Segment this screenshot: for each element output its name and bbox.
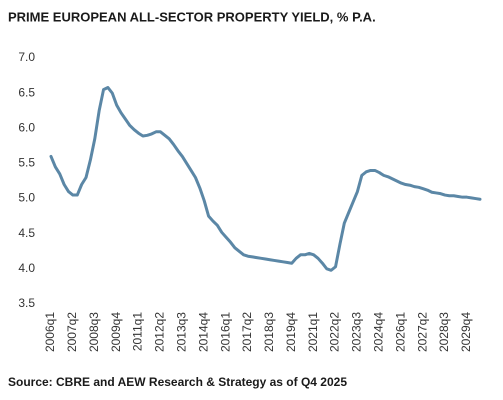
x-tick-label: 2023q3 — [350, 312, 364, 352]
x-tick-label: 2014q4 — [196, 312, 210, 352]
x-tick-label: 2019q4 — [284, 312, 298, 352]
y-tick-label: 7.0 — [18, 50, 35, 64]
data-line — [49, 86, 482, 272]
x-tick-label: 2011q1 — [131, 312, 145, 351]
x-tick-label: 2012q2 — [153, 312, 167, 352]
x-tick-label: 2022q2 — [328, 312, 342, 352]
x-tick-label: 2021q1 — [306, 312, 320, 352]
x-tick-label: 2017q2 — [240, 312, 254, 352]
x-tick-label: 2013q3 — [174, 312, 188, 352]
y-tick-label: 5.5 — [18, 156, 35, 170]
x-tick-label: 2016q1 — [218, 312, 232, 352]
y-tick-label: 5.0 — [18, 191, 35, 205]
x-tick-label: 2024q4 — [371, 312, 385, 352]
x-tick-label: 2018q3 — [262, 312, 276, 352]
x-tick-label: 2008q3 — [87, 312, 101, 352]
y-tick-label: 4.0 — [18, 261, 35, 275]
x-tick-label: 2028q3 — [437, 312, 451, 352]
source-note: Source: CBRE and AEW Research & Strategy… — [8, 375, 347, 389]
x-tick-label: 2006q1 — [43, 312, 57, 352]
y-tick-label: 3.5 — [18, 296, 35, 310]
y-tick-label: 6.5 — [18, 85, 35, 99]
y-tick-label: 6.0 — [18, 120, 35, 134]
x-tick-label: 2026q1 — [393, 312, 407, 352]
x-tick-label: 2027q2 — [415, 312, 429, 352]
x-tick-label: 2029q4 — [459, 312, 473, 352]
y-tick-label: 4.5 — [18, 226, 35, 240]
x-tick-label: 2007q2 — [65, 312, 79, 352]
chart-title: PRIME EUROPEAN ALL-SECTOR PROPERTY YIELD… — [8, 9, 376, 24]
x-tick-label: 2009q4 — [109, 312, 123, 352]
